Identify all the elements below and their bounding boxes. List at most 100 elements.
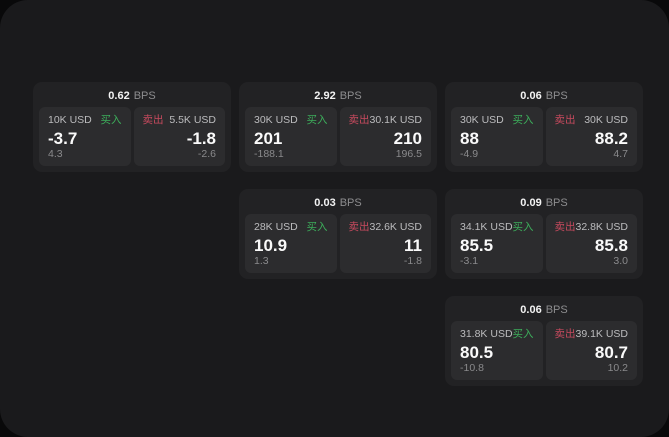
price-tiles: 10K USD 买入 -3.7 4.3 卖出 5.5K USD -1.8 -2.… <box>33 104 231 172</box>
buy-tile[interactable]: 34.1K USD 买入 85.5 -3.1 <box>451 214 543 273</box>
buy-side-label: 买入 <box>512 328 534 340</box>
buy-price: 80.5 <box>460 343 494 362</box>
buy-side-label: 买入 <box>100 114 122 126</box>
sell-tile[interactable]: 卖出 5.5K USD -1.8 -2.6 <box>133 107 225 166</box>
sell-price: 80.7 <box>594 343 628 362</box>
bps-unit-label: BPS <box>339 196 362 209</box>
sell-delta: 3.0 <box>613 255 628 267</box>
buy-tile-top-row: 10K USD 买入 <box>48 114 122 126</box>
sell-tile[interactable]: 卖出 30K USD 88.2 4.7 <box>545 107 637 166</box>
sell-amount: 30K USD <box>584 114 628 126</box>
bps-unit-label: BPS <box>133 89 156 102</box>
sell-tile-top-row: 卖出 39.1K USD <box>555 328 629 340</box>
sell-amount: 32.6K USD <box>369 221 423 233</box>
sell-price: 85.8 <box>594 236 628 255</box>
buy-amount: 31.8K USD <box>460 328 513 340</box>
buy-amount: 28K USD <box>254 221 298 233</box>
card-header: 0.62 BPS <box>33 82 231 104</box>
sell-tile[interactable]: 卖出 30.1K USD 210 196.5 <box>339 107 431 166</box>
card-header: 0.06 BPS <box>445 82 643 104</box>
bps-unit-label: BPS <box>545 196 568 209</box>
sell-side-label: 卖出 <box>348 221 370 233</box>
sell-side-label: 卖出 <box>554 114 576 126</box>
sell-side-label: 卖出 <box>554 328 576 340</box>
quote-card: 0.03 BPS 28K USD 买入 10.9 1.3 卖出 32.6K US… <box>239 189 437 279</box>
buy-delta: 1.3 <box>254 255 269 267</box>
bps-value: 2.92 <box>314 89 336 102</box>
buy-amount: 30K USD <box>460 114 504 126</box>
card-header: 2.92 BPS <box>239 82 437 104</box>
buy-tile-top-row: 30K USD 买入 <box>254 114 328 126</box>
buy-side-label: 买入 <box>512 114 534 126</box>
sell-price: 11 <box>404 236 422 255</box>
buy-amount: 10K USD <box>48 114 92 126</box>
buy-price: -3.7 <box>48 129 78 148</box>
sell-amount: 39.1K USD <box>575 328 629 340</box>
sell-price: 88.2 <box>594 129 628 148</box>
quote-card: 0.06 BPS 31.8K USD 买入 80.5 -10.8 卖出 39.1… <box>445 296 643 386</box>
buy-tile[interactable]: 30K USD 买入 88 -4.9 <box>451 107 543 166</box>
card-header: 0.06 BPS <box>445 296 643 318</box>
buy-tile[interactable]: 31.8K USD 买入 80.5 -10.8 <box>451 321 543 380</box>
bps-value: 0.06 <box>520 303 542 316</box>
sell-side-label: 卖出 <box>348 114 370 126</box>
buy-tile-top-row: 34.1K USD 买入 <box>460 221 534 233</box>
sell-side-label: 卖出 <box>142 114 164 126</box>
price-tiles: 30K USD 买入 201 -188.1 卖出 30.1K USD 210 1… <box>239 104 437 172</box>
buy-tile[interactable]: 10K USD 买入 -3.7 4.3 <box>39 107 131 166</box>
buy-tile[interactable]: 30K USD 买入 201 -188.1 <box>245 107 337 166</box>
quote-card: 0.06 BPS 30K USD 买入 88 -4.9 卖出 30K USD <box>445 82 643 172</box>
buy-delta: -3.1 <box>460 255 479 267</box>
buy-side-label: 买入 <box>306 114 328 126</box>
bps-value: 0.06 <box>520 89 542 102</box>
sell-delta: 4.7 <box>613 148 628 160</box>
buy-delta: -4.9 <box>460 148 479 160</box>
bps-value: 0.09 <box>520 196 542 209</box>
price-tiles: 34.1K USD 买入 85.5 -3.1 卖出 32.8K USD 85.8… <box>445 211 643 279</box>
sell-amount: 32.8K USD <box>575 221 629 233</box>
sell-amount: 5.5K USD <box>169 114 216 126</box>
buy-tile-top-row: 31.8K USD 买入 <box>460 328 534 340</box>
buy-tile-top-row: 30K USD 买入 <box>460 114 534 126</box>
quote-card: 2.92 BPS 30K USD 买入 201 -188.1 卖出 30.1K … <box>239 82 437 172</box>
sell-price: -1.8 <box>186 129 216 148</box>
sell-delta: 196.5 <box>395 148 422 160</box>
sell-side-label: 卖出 <box>554 221 576 233</box>
buy-price: 10.9 <box>254 236 288 255</box>
sell-delta: -2.6 <box>197 148 216 160</box>
sell-tile-top-row: 卖出 32.8K USD <box>555 221 629 233</box>
bps-unit-label: BPS <box>545 303 568 316</box>
bps-value: 0.03 <box>314 196 336 209</box>
buy-amount: 34.1K USD <box>460 221 513 233</box>
quote-cards-grid: 0.62 BPS 10K USD 买入 -3.7 4.3 卖出 5.5K USD <box>33 82 643 386</box>
sell-price: 210 <box>393 129 422 148</box>
sell-amount: 30.1K USD <box>369 114 423 126</box>
sell-delta: -1.8 <box>403 255 422 267</box>
buy-price: 88 <box>460 129 479 148</box>
sell-tile[interactable]: 卖出 32.8K USD 85.8 3.0 <box>545 214 637 273</box>
buy-delta: -188.1 <box>254 148 284 160</box>
sell-delta: 10.2 <box>607 362 628 374</box>
quote-card: 0.62 BPS 10K USD 买入 -3.7 4.3 卖出 5.5K USD <box>33 82 231 172</box>
buy-price: 85.5 <box>460 236 494 255</box>
sell-tile-top-row: 卖出 32.6K USD <box>349 221 423 233</box>
sell-tile-top-row: 卖出 30.1K USD <box>349 114 423 126</box>
buy-delta: -10.8 <box>460 362 484 374</box>
sell-tile[interactable]: 卖出 39.1K USD 80.7 10.2 <box>545 321 637 380</box>
buy-tile-top-row: 28K USD 买入 <box>254 221 328 233</box>
bps-unit-label: BPS <box>545 89 568 102</box>
bps-value: 0.62 <box>108 89 130 102</box>
buy-side-label: 买入 <box>306 221 328 233</box>
sell-tile-top-row: 卖出 30K USD <box>555 114 629 126</box>
quote-card: 0.09 BPS 34.1K USD 买入 85.5 -3.1 卖出 32.8K… <box>445 189 643 279</box>
sell-tile[interactable]: 卖出 32.6K USD 11 -1.8 <box>339 214 431 273</box>
buy-side-label: 买入 <box>512 221 534 233</box>
price-tiles: 30K USD 买入 88 -4.9 卖出 30K USD 88.2 4.7 <box>445 104 643 172</box>
bps-unit-label: BPS <box>339 89 362 102</box>
price-tiles: 28K USD 买入 10.9 1.3 卖出 32.6K USD 11 -1.8 <box>239 211 437 279</box>
price-tiles: 31.8K USD 买入 80.5 -10.8 卖出 39.1K USD 80.… <box>445 318 643 386</box>
buy-delta: 4.3 <box>48 148 63 160</box>
card-header: 0.03 BPS <box>239 189 437 211</box>
buy-tile[interactable]: 28K USD 买入 10.9 1.3 <box>245 214 337 273</box>
